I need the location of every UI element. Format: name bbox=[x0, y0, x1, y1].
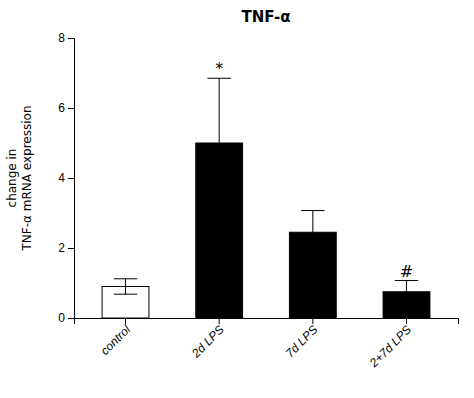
error-bar bbox=[114, 279, 137, 294]
annotations: *# bbox=[215, 59, 413, 280]
y-axis-label: change inTNF-α mRNA expression bbox=[5, 105, 34, 251]
y-tick-label: 4 bbox=[58, 171, 65, 185]
x-tick-label: 2d LPS bbox=[188, 323, 226, 361]
error-bar-cap bbox=[395, 302, 418, 303]
y-tick-mark bbox=[68, 248, 74, 249]
error-bar-stem bbox=[125, 279, 126, 294]
x-tick-mark bbox=[312, 318, 313, 324]
y-tick-label: 2 bbox=[58, 241, 65, 255]
plot: 02468control2d LPS7d LPS2+7d LPS*# bbox=[58, 31, 458, 370]
x-axis: control 2d LPS 7d LPS 2+7d LPS bbox=[75, 318, 459, 371]
title: TNF-α bbox=[241, 8, 290, 26]
y-tick: 8 bbox=[58, 31, 74, 45]
x-tick-mark bbox=[406, 318, 407, 324]
y-tick-mark bbox=[68, 38, 74, 39]
error-bar-stem bbox=[312, 211, 313, 254]
annotation: # bbox=[400, 262, 413, 281]
error-bar bbox=[207, 78, 230, 208]
y-tick: 2 bbox=[58, 241, 74, 255]
y-tick: 0 bbox=[58, 311, 74, 325]
x-tick-mark bbox=[125, 318, 126, 324]
x-tick: 2+7d LPS bbox=[366, 318, 414, 371]
y-axis-label-line: TNF-α mRNA expression bbox=[20, 105, 34, 251]
y-tick: 6 bbox=[58, 101, 74, 115]
x-axis-line bbox=[75, 319, 459, 325]
error-bar-cap bbox=[207, 207, 230, 208]
y-axis-line bbox=[68, 39, 75, 319]
y-tick-mark bbox=[68, 108, 74, 109]
y-tick-label: 0 bbox=[58, 311, 65, 325]
error-bar-cap bbox=[301, 253, 324, 254]
x-tick-label: 7d LPS bbox=[283, 323, 321, 361]
y-tick-mark bbox=[68, 318, 74, 319]
error-bar-stem bbox=[219, 78, 220, 208]
error-bar-cap bbox=[114, 278, 137, 279]
annotation: * bbox=[215, 59, 223, 78]
y-tick-label: 6 bbox=[58, 101, 65, 115]
error-bar bbox=[301, 211, 324, 254]
y-tick-label: 8 bbox=[58, 31, 65, 45]
y-axis-label-line: change in bbox=[5, 149, 19, 208]
y-axis: 0 2 4 6 8 bbox=[58, 31, 74, 325]
x-tick: control bbox=[98, 318, 134, 358]
y-tick-mark bbox=[68, 178, 74, 179]
error-bar bbox=[395, 281, 418, 303]
error-bar-stem bbox=[406, 281, 407, 303]
y-tick: 4 bbox=[58, 171, 74, 185]
x-tick: 7d LPS bbox=[283, 318, 321, 360]
marks bbox=[102, 78, 430, 318]
x-tick: 2d LPS bbox=[188, 318, 226, 361]
chart: 02468control2d LPS7d LPS2+7d LPS*#TNF-αc… bbox=[0, 0, 474, 398]
x-tick-mark bbox=[219, 318, 220, 324]
error-bar-cap bbox=[301, 210, 324, 211]
x-tick-label: 2+7d LPS bbox=[366, 323, 414, 371]
error-bar-cap bbox=[114, 294, 137, 295]
x-tick-label: control bbox=[98, 322, 134, 358]
